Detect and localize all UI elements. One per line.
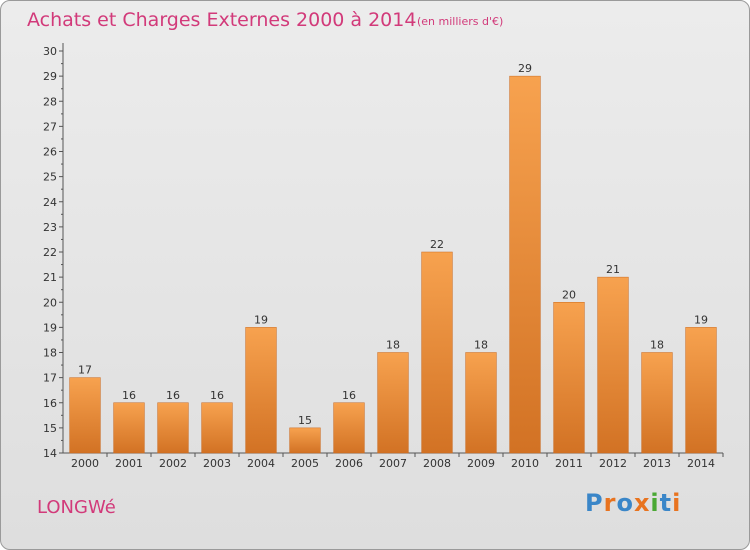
x-tick-label-2007: 2007 <box>379 457 407 470</box>
value-label-2013: 18 <box>650 339 664 352</box>
value-label-2000: 17 <box>78 364 92 377</box>
logo-letter: o <box>616 489 634 517</box>
value-label-2012: 21 <box>606 263 620 276</box>
value-label-2005: 15 <box>298 414 312 427</box>
value-label-2006: 16 <box>342 389 356 402</box>
value-label-2011: 20 <box>562 288 576 301</box>
x-tick-label-2005: 2005 <box>291 457 319 470</box>
x-tick-label-2008: 2008 <box>423 457 451 470</box>
logo-letter: t <box>659 489 673 517</box>
y-tick-label: 24 <box>43 196 57 209</box>
value-label-2014: 19 <box>694 313 708 326</box>
bar-2009 <box>465 352 497 454</box>
bar-2002 <box>157 402 189 454</box>
bar-2014 <box>685 327 717 454</box>
x-tick-label-2000: 2000 <box>71 457 99 470</box>
y-tick-label: 16 <box>43 397 57 410</box>
y-tick-label: 30 <box>43 45 57 58</box>
y-tick-label: 17 <box>43 372 57 385</box>
y-tick-label: 29 <box>43 70 57 83</box>
x-tick-label-2011: 2011 <box>555 457 583 470</box>
x-tick-label-2002: 2002 <box>159 457 187 470</box>
bar-2004 <box>245 327 277 454</box>
x-tick-label-2014: 2014 <box>687 457 715 470</box>
logo-letter: x <box>633 489 651 517</box>
y-tick-label: 27 <box>43 120 57 133</box>
value-label-2010: 29 <box>518 62 532 75</box>
bar-2006 <box>333 402 365 454</box>
y-tick-label: 15 <box>43 422 57 435</box>
value-label-2001: 16 <box>122 389 136 402</box>
bar-2013 <box>641 352 673 454</box>
logo-letter: P <box>585 489 604 517</box>
x-tick-label-2003: 2003 <box>203 457 231 470</box>
y-tick-label: 26 <box>43 146 57 159</box>
y-axis: 14 15 16 17 18 19 20 21 22 23 24 25 26 27 28 29 30 <box>43 43 64 460</box>
bar-2011 <box>553 302 585 454</box>
y-tick-label: 23 <box>43 221 57 234</box>
value-label-2009: 18 <box>474 339 488 352</box>
x-tick-label-2010: 2010 <box>511 457 539 470</box>
bar-2005 <box>289 427 321 454</box>
y-tick-label: 21 <box>43 271 57 284</box>
bar-2003 <box>201 402 233 454</box>
y-tick-label: 19 <box>43 321 57 334</box>
bars <box>69 75 717 454</box>
commune-name: LONGWé <box>37 497 116 518</box>
value-label-2003: 16 <box>210 389 224 402</box>
value-label-2007: 18 <box>386 339 400 352</box>
x-tick-label-2009: 2009 <box>467 457 495 470</box>
bar-2007 <box>377 352 409 454</box>
x-tick-label-2012: 2012 <box>599 457 627 470</box>
x-tick-label-2013: 2013 <box>643 457 671 470</box>
unit-label: (en milliers d'€) <box>417 15 504 28</box>
proxiti-logo[interactable]: Proxiti <box>585 489 681 517</box>
value-label-2004: 19 <box>254 313 268 326</box>
y-tick-label: 28 <box>43 95 57 108</box>
y-tick-label: 20 <box>43 296 57 309</box>
y-tick-label: 22 <box>43 246 57 259</box>
bar-2000 <box>69 377 101 454</box>
y-tick-label: 18 <box>43 347 57 360</box>
bar-2012 <box>597 276 629 454</box>
chart-title: Achats et Charges Externes 2000 à 2014 <box>27 9 417 31</box>
value-label-2008: 22 <box>430 238 444 251</box>
x-tick-label-2006: 2006 <box>335 457 363 470</box>
x-axis: 2000 2001 2002 2003 2004 2005 2006 2007 2008 2009… <box>63 452 724 470</box>
logo-letter: i <box>650 489 660 517</box>
value-labels: 17 16 16 16 19 15 16 18 22 18 29 20 21 18 19 <box>78 62 708 427</box>
y-tick-label: 14 <box>43 447 57 460</box>
value-label-2002: 16 <box>166 389 180 402</box>
logo-letter: i <box>672 489 682 517</box>
logo-letter: r <box>603 489 617 517</box>
bar-2001 <box>113 402 145 454</box>
bar-2008 <box>421 251 453 454</box>
x-tick-label-2004: 2004 <box>247 457 275 470</box>
y-tick-label: 25 <box>43 171 57 184</box>
x-tick-label-2001: 2001 <box>115 457 143 470</box>
bar-2010 <box>509 75 541 454</box>
